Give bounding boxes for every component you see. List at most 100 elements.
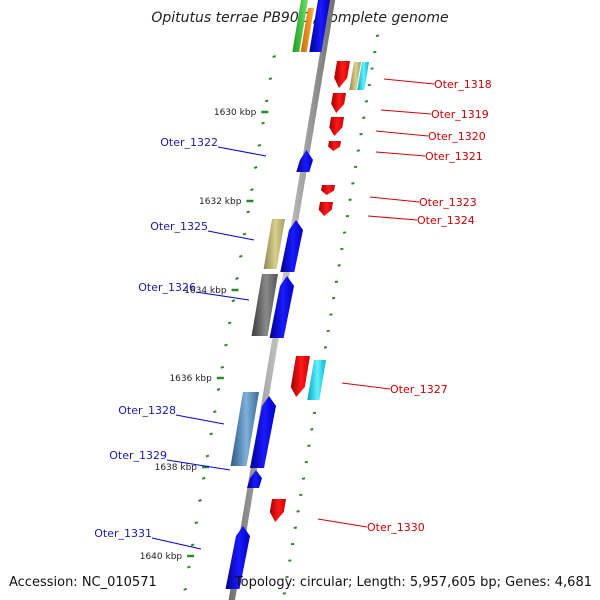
- tick-mark-left: [235, 277, 239, 280]
- gene-arrow-oter-1324: [318, 202, 333, 216]
- tick-mark-right: [375, 34, 380, 37]
- gene-label-forward: Oter_1331: [94, 527, 152, 540]
- tick-mark-left: [216, 388, 221, 391]
- tick-mark-right: [362, 116, 366, 119]
- gene-block-oter-1328-steel: [230, 392, 259, 466]
- tick-mark-left: [250, 188, 254, 192]
- gene-arrow-oter-1331: [225, 526, 250, 589]
- tick-mark-left: [190, 543, 195, 547]
- tick-mark-right: [340, 247, 344, 251]
- kbp-label: 1632 kbp: [199, 197, 242, 207]
- leader-line: [375, 130, 429, 137]
- gene-block-khaki: [349, 62, 361, 90]
- tick-mark-right: [307, 444, 311, 447]
- gene-labels: Oter_1322 Oter_1325 Oter_1326 Oter_1328 Oter…: [94, 78, 492, 550]
- gene-arrow-oter-1319: [331, 93, 346, 113]
- gene-label-forward: Oter_1328: [118, 404, 176, 417]
- leader-line: [317, 518, 368, 528]
- leader-line: [151, 537, 202, 550]
- gene-block-oter-1325-khaki: [263, 219, 285, 269]
- tick-mark-right: [367, 83, 371, 87]
- leader-line: [175, 414, 225, 425]
- tick-mark-right: [326, 329, 330, 333]
- gene-arrow-oter-1329: [247, 470, 262, 488]
- tick-mark-right: [332, 296, 336, 300]
- ticks-left-track: 1630 kbp 1632 kbp 1634 kbp 1636 kbp 1638 kbp…: [140, 55, 276, 591]
- tick-mark-right: [359, 132, 363, 136]
- gene-label-forward: Oter_1326: [138, 281, 196, 294]
- tick-mark-right: [310, 428, 314, 431]
- tick-mark-right: [345, 214, 350, 218]
- tick-mark-left: [261, 121, 265, 125]
- tick-mark-left: [187, 565, 191, 569]
- leader-line: [195, 291, 250, 301]
- tick-mark-right: [290, 542, 295, 546]
- tick-mark-right: [334, 280, 339, 283]
- tick-mark-right: [351, 182, 355, 185]
- leader-line: [383, 78, 435, 85]
- leader-line: [380, 109, 432, 115]
- gene-label-reverse: Oter_1321: [425, 150, 483, 163]
- gene-arrow-oter-1330: [269, 499, 286, 522]
- gene-label-reverse: Oter_1320: [428, 130, 486, 143]
- tick-mark-right: [299, 493, 303, 497]
- accession-text: Accession: NC_010571: [9, 575, 157, 590]
- leader-line: [375, 151, 426, 157]
- gene-label-reverse: Oter_1319: [431, 108, 489, 121]
- tick-mark-left: [205, 454, 210, 458]
- tick-mark-right: [364, 100, 369, 103]
- tick-mark-left: [257, 143, 262, 147]
- gene-block-oter-1327-cyan: [307, 360, 326, 400]
- gene-block-cyan: [357, 62, 369, 90]
- tick-mark-left: [238, 254, 243, 258]
- tick-mark-left: [224, 343, 228, 347]
- tick-mark-left: [253, 166, 258, 169]
- tick-mark-right: [304, 460, 308, 464]
- leader-line: [341, 382, 391, 390]
- gene-label-forward: Oter_1329: [109, 449, 167, 462]
- gene-arrow-oter-1325: [280, 220, 303, 272]
- tick-mark-left: [198, 499, 202, 502]
- gene-arrows: [225, 0, 369, 589]
- tick-mark-left: [242, 232, 247, 236]
- tick-mark-left: [183, 587, 187, 591]
- gene-arrow-oter-1326: [269, 276, 294, 338]
- gene-arrow-oter-1328: [250, 396, 276, 468]
- leader-line: [217, 146, 267, 157]
- tick-mark-left: [220, 365, 225, 369]
- kbp-label: 1630 kbp: [214, 108, 257, 118]
- leader-line: [367, 215, 418, 221]
- tick-mark-right: [342, 231, 347, 234]
- genome-summary-text: Topology: circular; Length: 5,957,605 bp…: [234, 575, 592, 590]
- gene-block-green: [292, 0, 308, 52]
- tick-mark-left: [227, 321, 232, 325]
- tick-mark-left: [246, 210, 251, 214]
- gene-arrow-oter-1322: [296, 150, 313, 172]
- tick-mark-right: [301, 477, 306, 480]
- tick-mark-right: [348, 198, 352, 201]
- kbp-label: 1636 kbp: [169, 374, 212, 384]
- gene-label-forward: Oter_1325: [150, 220, 208, 233]
- gene-label-reverse: Oter_1323: [419, 196, 477, 209]
- gene-label-reverse: Oter_1324: [417, 214, 475, 227]
- kbp-label: 1638 kbp: [155, 463, 198, 473]
- tick-mark-left: [231, 299, 236, 303]
- tick-mark-right: [293, 526, 297, 529]
- tick-mark-right: [337, 264, 341, 267]
- gene-label-reverse: Oter_1327: [390, 383, 448, 396]
- gene-label-reverse: Oter_1330: [367, 521, 425, 534]
- gene-block-blue: [309, 0, 330, 52]
- tick-mark-right: [353, 165, 358, 169]
- tick-mark-left: [213, 410, 217, 414]
- gene-block-oter-1326-gray: [251, 274, 278, 336]
- tick-mark-left: [264, 99, 269, 103]
- tick-mark-left: [209, 432, 213, 436]
- tick-mark-left: [268, 77, 273, 81]
- gene-block-orange: [300, 8, 314, 52]
- tick-mark-left: [272, 55, 276, 58]
- tick-mark-left: [201, 476, 206, 480]
- tick-mark-right: [373, 50, 377, 54]
- gene-arrow-oter-1321: [328, 141, 341, 151]
- tick-mark-right: [329, 313, 333, 316]
